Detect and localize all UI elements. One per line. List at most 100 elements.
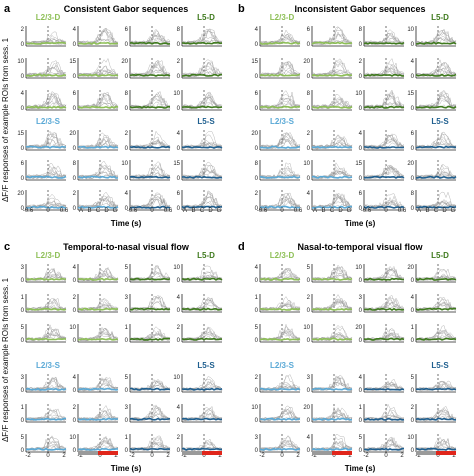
- labels-layer: ΔF/F responses of example ROIs from sess…: [1, 37, 10, 442]
- y-tick-label: 0: [359, 206, 363, 212]
- y-tick-label: 15: [173, 161, 180, 167]
- subplot-c-r0c3: 0 10: [173, 264, 223, 284]
- subplot-d-r3c3: 05: [411, 374, 457, 394]
- y-tick-label: 0: [255, 448, 259, 454]
- y-tick-label: 0: [177, 42, 181, 48]
- panel-letter-c: c: [4, 241, 10, 253]
- y-tick-label: 20: [251, 131, 258, 137]
- mean-trace: [415, 387, 457, 391]
- subplot-c-r2c1: 0 10: [69, 324, 119, 344]
- subplot-d-r1c1: 02: [307, 294, 353, 314]
- y-tick-label: 0: [73, 42, 77, 48]
- mean-trace: [415, 105, 457, 109]
- subplot-a-r4c2: 0 10: [121, 160, 171, 182]
- trace: [259, 443, 301, 451]
- y-tick-label: 0: [21, 448, 25, 454]
- x-tick-label: 0: [280, 453, 284, 459]
- y-tick-label: 15: [355, 161, 362, 167]
- y-tick-label: 0: [73, 418, 77, 424]
- stimulus-bar-red: [436, 451, 456, 455]
- y-tick-label: 0: [21, 74, 25, 80]
- y-tick-label: 0: [21, 278, 25, 284]
- y-tick-label: 0: [125, 338, 129, 344]
- mean-trace: [259, 277, 301, 281]
- subplot-a-r3c1: 0 20: [69, 130, 119, 152]
- y-tick-label: 10: [355, 91, 362, 97]
- mean-trace: [181, 145, 223, 149]
- subplot-a-r2c0: 04: [21, 90, 67, 112]
- x-tick-label: 0: [46, 453, 50, 459]
- mean-trace: [25, 105, 67, 109]
- x-tick-label: -2: [77, 453, 83, 459]
- y-tick-label: 4: [255, 27, 259, 33]
- trace: [77, 387, 118, 391]
- y-tick-label: 0: [73, 308, 77, 314]
- trace: [129, 194, 171, 209]
- y-tick-label: 0: [73, 278, 77, 284]
- mean-trace: [259, 105, 301, 109]
- mean-trace: [363, 447, 405, 451]
- subplot-c-r4c1: 02: [73, 404, 119, 424]
- trace: [77, 331, 119, 342]
- mean-trace: [363, 105, 405, 109]
- y-tick-label: 0: [307, 74, 311, 80]
- mean-trace: [415, 73, 457, 77]
- y-tick-label: 2: [411, 405, 415, 411]
- layer-label: L5-S: [197, 361, 215, 370]
- mean-trace: [259, 417, 301, 421]
- mean-trace: [259, 145, 301, 149]
- trace: [415, 200, 457, 210]
- panel-letter-d: d: [238, 241, 245, 253]
- layer-label: L2/3-D: [270, 251, 295, 260]
- mean-trace: [77, 387, 119, 391]
- trace: [363, 92, 405, 109]
- y-tick-label: 0: [359, 418, 363, 424]
- y-tick-label: 3: [125, 295, 129, 301]
- y-tick-label: 0: [177, 278, 181, 284]
- mean-trace: [181, 387, 223, 391]
- y-tick-label: 0: [255, 176, 259, 182]
- y-tick-label: 4: [73, 265, 77, 271]
- mean-trace: [259, 175, 301, 179]
- subplot-b-r2c0: 06: [255, 90, 301, 112]
- trace: [181, 271, 223, 282]
- x-tick-label: 0.6: [60, 208, 69, 214]
- subplot-d-r2c2: 0 20: [355, 324, 405, 344]
- y-tick-label: 5: [255, 325, 259, 331]
- panel-letter-a: a: [4, 3, 11, 15]
- trace: [259, 192, 301, 210]
- mean-trace: [25, 205, 67, 209]
- mean-trace: [415, 417, 457, 421]
- y-tick-label: 0: [255, 74, 259, 80]
- y-tick-label: 0: [125, 146, 129, 152]
- y-tick-label: 0: [73, 146, 77, 152]
- y-tick-label: 0: [359, 106, 363, 112]
- subplot-c-r1c1: 02: [73, 294, 119, 314]
- trace: [311, 103, 353, 110]
- subplot-d-r4c3: 02: [411, 404, 457, 424]
- y-tick-label: 0: [307, 338, 311, 344]
- x-tick-label: D: [442, 208, 447, 214]
- y-tick-label: 4: [255, 265, 259, 271]
- mean-trace: [415, 337, 457, 341]
- x-tick-label: A: [417, 208, 421, 214]
- mean-trace: [129, 307, 171, 311]
- y-tick-label: 0: [177, 448, 181, 454]
- y-tick-label: 10: [355, 265, 362, 271]
- mean-trace: [130, 387, 171, 391]
- y-tick-label: 15: [17, 131, 24, 137]
- y-tick-label: 0: [411, 388, 415, 394]
- subplot-a-r4c3: 0 15: [173, 160, 223, 182]
- y-tick-label: 0: [255, 106, 259, 112]
- subplot-a-r1c3: 02: [177, 58, 223, 80]
- subplot-d-r2c1: 0 10: [303, 324, 353, 344]
- y-tick-label: 1: [21, 405, 25, 411]
- subplot-c-r0c1: 04: [73, 264, 119, 284]
- subplot-b-r0c3: 0 10: [407, 26, 457, 48]
- mean-trace: [364, 175, 405, 179]
- mean-trace: [311, 277, 353, 281]
- layer-label: L2/3-D: [36, 251, 61, 260]
- trace: [181, 164, 223, 179]
- trace: [259, 132, 301, 149]
